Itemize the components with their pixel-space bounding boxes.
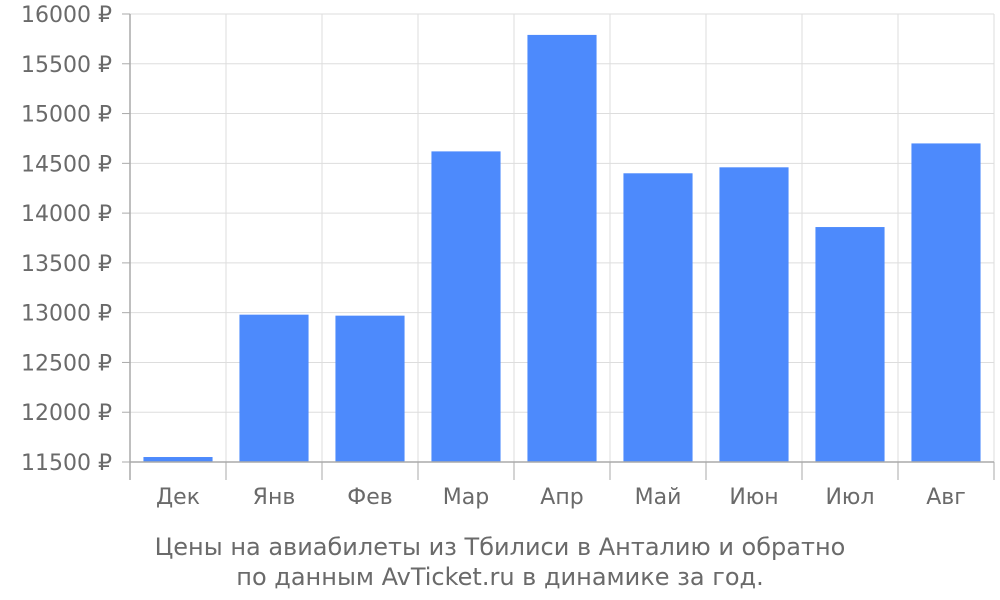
bar-Июл	[815, 227, 885, 462]
bar-Фев	[335, 315, 405, 462]
x-tick-label: Май	[635, 485, 682, 510]
bar-Апр	[527, 34, 597, 462]
x-tick-label: Авг	[926, 485, 966, 510]
x-tick-label: Июн	[729, 485, 778, 510]
y-tick-label: 14500 ₽	[21, 152, 112, 177]
x-tick-label: Июл	[825, 485, 874, 510]
bar-Мар	[431, 151, 501, 463]
chart-caption-line1: Цены на авиабилеты из Тбилиси в Анталию …	[154, 533, 846, 561]
y-tick-label: 13000 ₽	[21, 302, 112, 327]
x-tick-label: Янв	[253, 485, 296, 510]
bar-Янв	[239, 314, 309, 462]
y-tick-label: 12500 ₽	[21, 351, 112, 376]
bar-Авг	[911, 143, 981, 462]
x-tick-label: Дек	[156, 485, 200, 510]
y-tick-label: 16000 ₽	[21, 3, 112, 28]
y-tick-label: 15500 ₽	[21, 53, 112, 78]
bar-Июн	[719, 167, 789, 462]
x-tick-label: Фев	[347, 485, 392, 510]
y-tick-label: 15000 ₽	[21, 103, 112, 128]
chart-caption-line2: по данным AvTicket.ru в динамике за год.	[236, 563, 764, 591]
y-tick-label: 14000 ₽	[21, 202, 112, 227]
y-tick-label: 11500 ₽	[21, 451, 112, 476]
x-tick-label: Мар	[443, 485, 489, 510]
y-tick-label: 13500 ₽	[21, 252, 112, 277]
bar-Май	[623, 173, 693, 463]
y-tick-label: 12000 ₽	[21, 401, 112, 426]
x-tick-label: Апр	[540, 485, 583, 510]
bar-Дек	[143, 457, 213, 462]
